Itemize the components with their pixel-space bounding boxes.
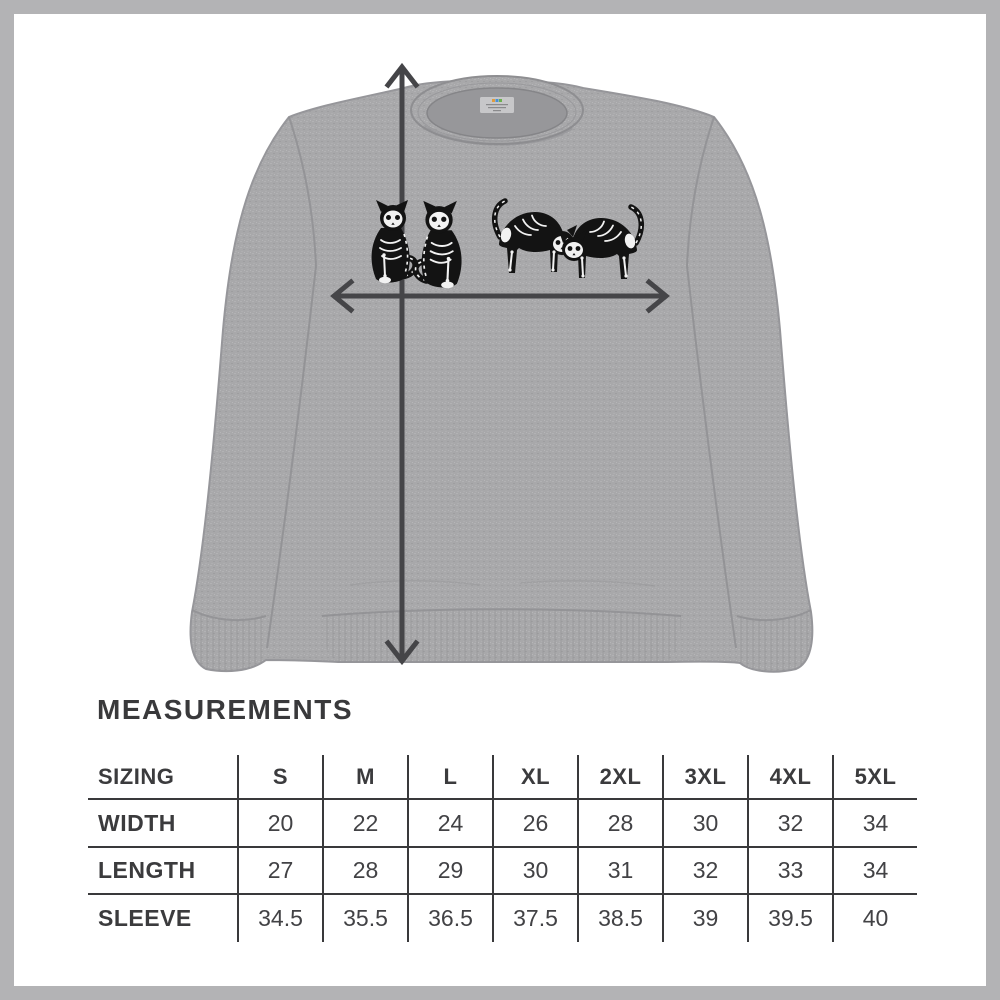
sleeve-value: 38.5: [577, 895, 662, 942]
length-value: 34: [832, 848, 917, 895]
width-value: 28: [577, 800, 662, 848]
sweatshirt-mockup: [189, 62, 814, 673]
size-table-header-xl: XL: [492, 755, 577, 800]
size-table-header-2xl: 2XL: [577, 755, 662, 800]
length-value: 29: [407, 848, 492, 895]
width-value: 34: [832, 800, 917, 848]
sleeve-value: 39: [662, 895, 747, 942]
right-cuff-rib: [737, 610, 813, 672]
row-label-length: LENGTH: [88, 848, 237, 895]
size-table-header-4xl: 4XL: [747, 755, 832, 800]
size-table-header-3xl: 3XL: [662, 755, 747, 800]
row-label-width: WIDTH: [88, 800, 237, 848]
width-value: 24: [407, 800, 492, 848]
crewneck-collar: [410, 75, 584, 146]
sweatshirt-body: [189, 75, 814, 673]
width-value: 32: [747, 800, 832, 848]
length-value: 31: [577, 848, 662, 895]
width-value: 22: [322, 800, 407, 848]
sleeve-value: 39.5: [747, 895, 832, 942]
length-value: 33: [747, 848, 832, 895]
length-value: 32: [662, 848, 747, 895]
size-table-header-5xl: 5XL: [832, 755, 917, 800]
left-cuff-rib: [190, 610, 266, 672]
size-table-header-l: L: [407, 755, 492, 800]
width-value: 30: [662, 800, 747, 848]
size-table-header-m: M: [322, 755, 407, 800]
size-table: SIZING S M L XL 2XL 3XL 4XL 5XL WIDTH 20…: [88, 755, 917, 942]
length-value: 30: [492, 848, 577, 895]
neck-label: [480, 97, 514, 113]
width-value: 26: [492, 800, 577, 848]
row-label-sleeve: SLEEVE: [98, 905, 192, 931]
width-value: 20: [237, 800, 322, 848]
waistband-rib: [321, 609, 682, 662]
measurements-title: MEASUREMENTS: [97, 694, 354, 725]
size-table-header-sizing: SIZING: [88, 755, 237, 800]
sleeve-value: 34.5: [237, 895, 322, 942]
size-table-header-s: S: [237, 755, 322, 800]
length-value: 28: [322, 848, 407, 895]
width-arrow: [330, 278, 670, 314]
sleeve-value: 35.5: [322, 895, 407, 942]
length-value: 27: [237, 848, 322, 895]
sleeve-value: 36.5: [407, 895, 492, 942]
sleeve-value: 40: [832, 895, 917, 942]
length-arrow: [384, 62, 420, 666]
sleeve-value: 37.5: [492, 895, 577, 942]
